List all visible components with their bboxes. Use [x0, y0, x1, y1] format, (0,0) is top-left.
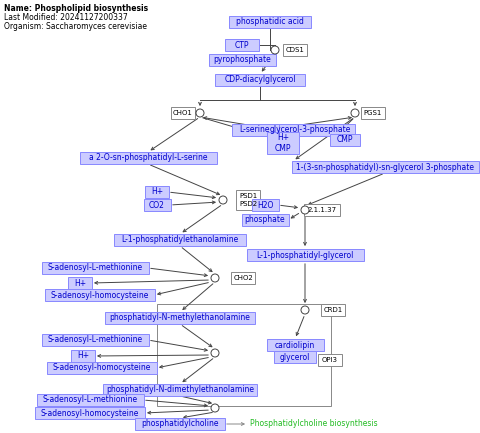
- FancyBboxPatch shape: [71, 350, 95, 362]
- Text: H+: H+: [151, 187, 163, 197]
- Circle shape: [211, 404, 219, 412]
- FancyBboxPatch shape: [135, 418, 225, 430]
- Text: Phosphatidylcholine biosynthesis: Phosphatidylcholine biosynthesis: [250, 420, 378, 429]
- FancyBboxPatch shape: [229, 16, 311, 28]
- Text: L-1-phosphatidylethanolamine: L-1-phosphatidylethanolamine: [121, 236, 239, 245]
- FancyBboxPatch shape: [266, 339, 324, 351]
- Circle shape: [271, 46, 279, 54]
- Text: CO2: CO2: [149, 200, 165, 210]
- FancyBboxPatch shape: [68, 277, 92, 289]
- Text: Organism: Saccharomyces cerevisiae: Organism: Saccharomyces cerevisiae: [4, 22, 147, 31]
- Text: H+: H+: [74, 278, 86, 288]
- Text: L-1-phosphatidyl-glycerol: L-1-phosphatidyl-glycerol: [256, 251, 354, 259]
- Text: S-adenosyl-homocysteine: S-adenosyl-homocysteine: [53, 363, 151, 372]
- FancyBboxPatch shape: [304, 204, 340, 216]
- Text: CHO1: CHO1: [173, 110, 193, 116]
- Text: S-adenosyl-homocysteine: S-adenosyl-homocysteine: [51, 291, 149, 300]
- FancyBboxPatch shape: [283, 44, 307, 56]
- Circle shape: [211, 274, 219, 282]
- Text: CTP: CTP: [235, 41, 249, 49]
- Text: OPI3: OPI3: [322, 357, 338, 363]
- FancyBboxPatch shape: [105, 312, 255, 324]
- Text: L-serine: L-serine: [240, 126, 270, 135]
- FancyBboxPatch shape: [318, 354, 342, 366]
- FancyBboxPatch shape: [361, 107, 385, 119]
- Text: S-adenosyl-L-methionine: S-adenosyl-L-methionine: [48, 264, 143, 272]
- FancyBboxPatch shape: [215, 74, 305, 86]
- Circle shape: [351, 109, 359, 117]
- FancyBboxPatch shape: [265, 124, 355, 136]
- FancyBboxPatch shape: [291, 161, 479, 173]
- Text: 1-(3-sn-phosphatidyl)-sn-glycerol 3-phosphate: 1-(3-sn-phosphatidyl)-sn-glycerol 3-phos…: [296, 162, 474, 171]
- Text: H+
CMP: H+ CMP: [275, 133, 291, 153]
- FancyBboxPatch shape: [45, 289, 155, 301]
- Circle shape: [211, 349, 219, 357]
- FancyBboxPatch shape: [241, 214, 288, 226]
- Text: PSD1
PSD2: PSD1 PSD2: [239, 194, 257, 207]
- Text: a 2-O-sn-phosphatidyl-L-serine: a 2-O-sn-phosphatidyl-L-serine: [89, 154, 207, 162]
- Circle shape: [219, 196, 227, 204]
- FancyBboxPatch shape: [330, 134, 360, 146]
- FancyBboxPatch shape: [225, 39, 259, 51]
- Text: CMP: CMP: [337, 136, 353, 145]
- Text: phosphatidic acid: phosphatidic acid: [236, 17, 304, 26]
- FancyBboxPatch shape: [231, 272, 255, 284]
- FancyBboxPatch shape: [274, 351, 316, 363]
- FancyBboxPatch shape: [231, 124, 278, 136]
- Text: H2O: H2O: [257, 200, 273, 210]
- FancyBboxPatch shape: [145, 186, 169, 198]
- FancyBboxPatch shape: [103, 384, 257, 396]
- Text: Last Modified: 20241127200337: Last Modified: 20241127200337: [4, 13, 128, 22]
- Circle shape: [301, 306, 309, 314]
- Text: cardiolipin: cardiolipin: [275, 340, 315, 349]
- FancyBboxPatch shape: [171, 107, 195, 119]
- Text: glycerol: glycerol: [280, 352, 310, 362]
- Text: phosphatidyl-N-methylethanolamine: phosphatidyl-N-methylethanolamine: [109, 313, 251, 323]
- Text: S-adenosyl-L-methionine: S-adenosyl-L-methionine: [42, 395, 138, 404]
- FancyBboxPatch shape: [236, 190, 260, 210]
- Text: 2.1.1.37: 2.1.1.37: [307, 207, 336, 213]
- Text: glycerol-3-phosphate: glycerol-3-phosphate: [269, 126, 351, 135]
- FancyBboxPatch shape: [247, 249, 363, 261]
- Text: Name: Phospholipid biosynthesis: Name: Phospholipid biosynthesis: [4, 4, 148, 13]
- FancyBboxPatch shape: [41, 262, 148, 274]
- Circle shape: [301, 206, 309, 214]
- FancyBboxPatch shape: [47, 362, 157, 374]
- Circle shape: [196, 109, 204, 117]
- FancyBboxPatch shape: [252, 199, 278, 211]
- FancyBboxPatch shape: [267, 132, 299, 154]
- FancyBboxPatch shape: [35, 407, 145, 419]
- FancyBboxPatch shape: [321, 304, 345, 316]
- Text: CDS1: CDS1: [286, 47, 304, 53]
- FancyBboxPatch shape: [80, 152, 216, 164]
- Text: CDP-diacylglycerol: CDP-diacylglycerol: [224, 75, 296, 84]
- Text: PGS1: PGS1: [364, 110, 382, 116]
- FancyBboxPatch shape: [36, 394, 144, 406]
- FancyBboxPatch shape: [114, 234, 246, 246]
- Text: CHO2: CHO2: [233, 275, 253, 281]
- Text: phosphatidylcholine: phosphatidylcholine: [141, 420, 219, 429]
- Text: H+: H+: [77, 352, 89, 361]
- Text: pyrophosphate: pyrophosphate: [213, 55, 271, 65]
- FancyBboxPatch shape: [41, 334, 148, 346]
- Text: CRD1: CRD1: [324, 307, 343, 313]
- Text: phosphate: phosphate: [245, 216, 285, 224]
- FancyBboxPatch shape: [144, 199, 170, 211]
- Text: phosphatidyl-N-dimethylethanolamine: phosphatidyl-N-dimethylethanolamine: [106, 385, 254, 394]
- Text: S-adenosyl-homocysteine: S-adenosyl-homocysteine: [41, 408, 139, 417]
- FancyBboxPatch shape: [208, 54, 276, 66]
- Text: S-adenosyl-L-methionine: S-adenosyl-L-methionine: [48, 336, 143, 345]
